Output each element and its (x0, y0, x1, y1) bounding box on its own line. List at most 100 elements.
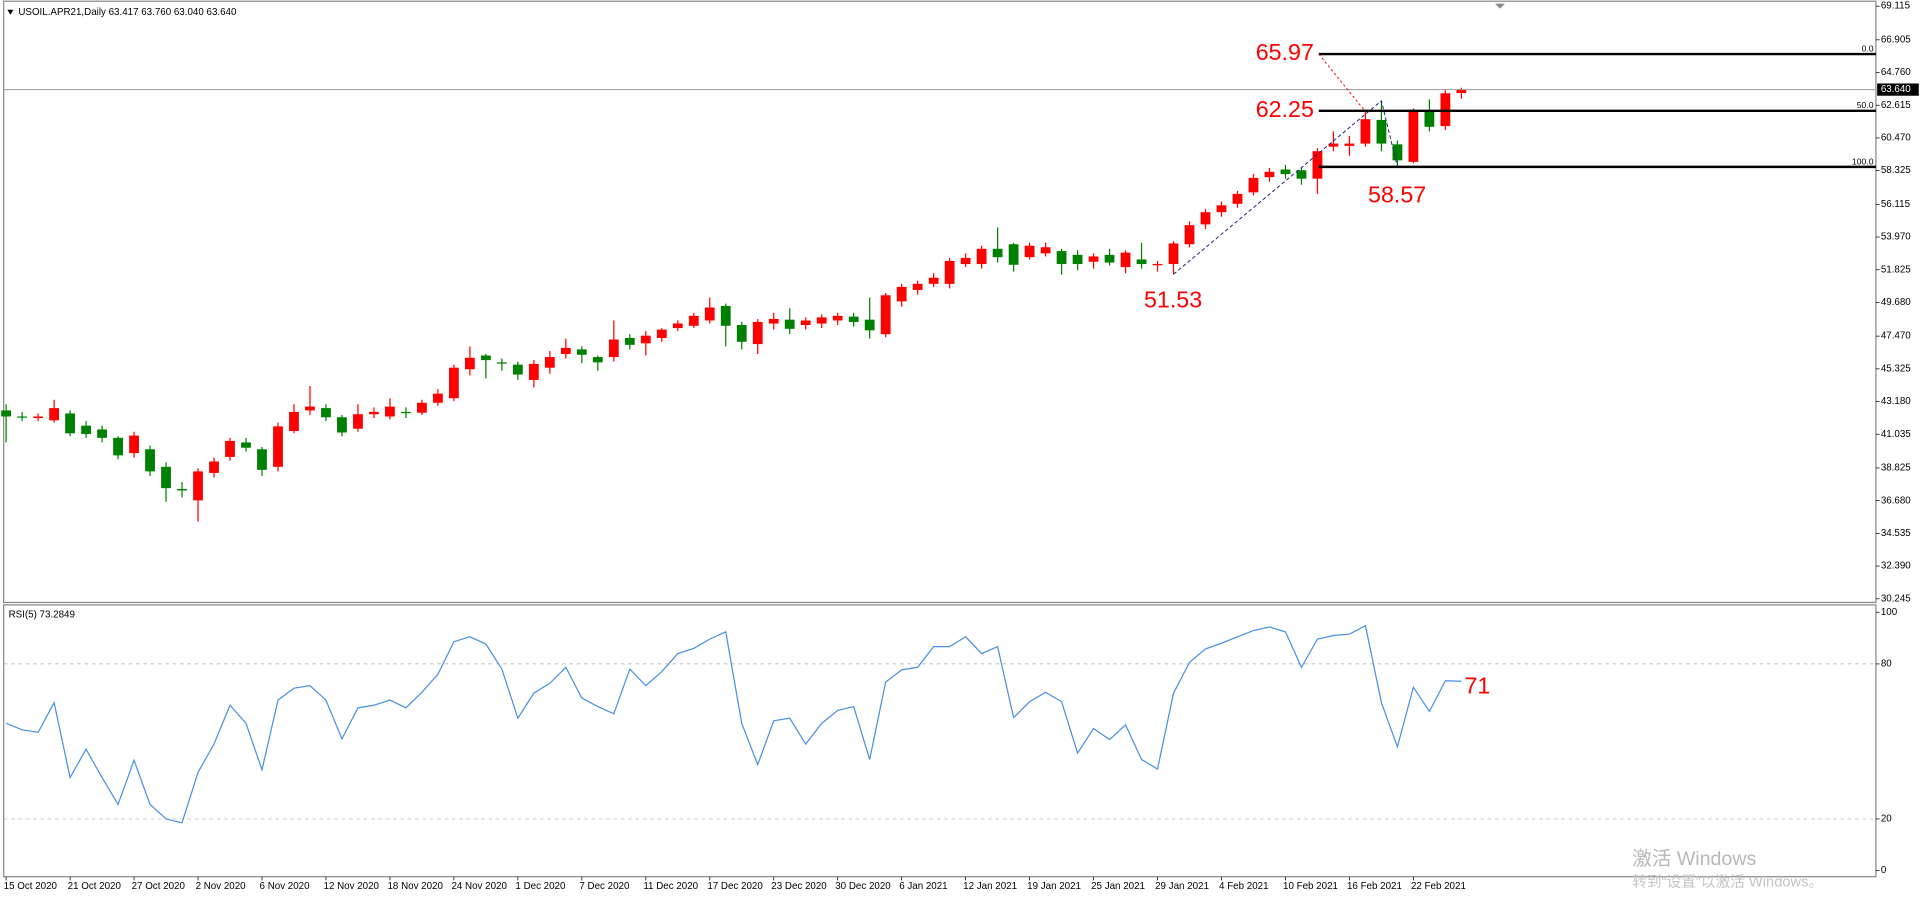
swing-line (1173, 100, 1398, 275)
x-tick-label: 6 Jan 2021 (899, 881, 947, 892)
price-panel (3, 0, 1877, 604)
x-tick-label: 27 Oct 2020 (132, 881, 186, 892)
candle-body (1008, 244, 1019, 265)
candle-body (145, 449, 155, 472)
candle-body (321, 408, 331, 418)
candle-body (289, 411, 299, 431)
x-tick-label: 19 Jan 2021 (1027, 881, 1081, 892)
y-tick-label: 36.680 (1881, 495, 1911, 506)
candle-body (576, 349, 587, 355)
candle-body (800, 320, 811, 326)
x-tick-label: 16 Feb 2021 (1347, 881, 1402, 892)
menu-arrow[interactable] (7, 9, 14, 15)
x-tick-label: 12 Jan 2021 (963, 881, 1017, 892)
candle-body (1136, 259, 1147, 265)
candle-body (81, 425, 91, 435)
candle-body (305, 406, 315, 411)
y-tick-label: 32.390 (1881, 561, 1911, 572)
price-annotation: 51.53 (1144, 286, 1202, 312)
candle-body (992, 248, 1003, 258)
y-tick-label: 60.470 (1881, 133, 1911, 144)
fib-price-label: 65.97 (1256, 39, 1314, 65)
chart-title: USOIL.APR21,Daily 63.417 63.760 63.040 6… (18, 7, 237, 18)
candle-body (960, 257, 971, 265)
candle-body (1072, 254, 1083, 265)
candle-body (752, 321, 763, 345)
rsi-panel (3, 604, 1877, 878)
candle-body (273, 426, 283, 467)
x-tick-label: 15 Oct 2020 (4, 881, 58, 892)
y-tick-label: 64.760 (1881, 67, 1911, 78)
candle-body (656, 329, 667, 338)
x-tick-label: 17 Dec 2020 (707, 881, 763, 892)
candle-body (848, 316, 859, 322)
y-tick-label: 30.245 (1881, 593, 1911, 604)
x-tick-label: 25 Jan 2021 (1091, 881, 1145, 892)
candle-body (1104, 254, 1115, 263)
scroll-marker (1495, 3, 1505, 9)
candle-body (1024, 245, 1035, 258)
candle-body (448, 367, 459, 399)
x-tick-label: 29 Jan 2021 (1155, 881, 1209, 892)
x-tick-label: 18 Nov 2020 (387, 881, 443, 892)
candle-body (1392, 144, 1403, 161)
candle-body (1344, 143, 1355, 146)
watermark-title: 激活 Windows (1632, 848, 1756, 870)
rsi-line (5, 624, 1462, 824)
y-tick-label: 51.825 (1881, 264, 1911, 275)
watermark-subtitle: 转到“设置”以激活 Windows。 (1632, 874, 1823, 891)
y-tick-label: 69.115 (1881, 1, 1911, 12)
x-tick-label: 30 Dec 2020 (835, 881, 891, 892)
candle-body (944, 260, 955, 284)
candle-body (193, 471, 203, 501)
candle-body (1056, 251, 1067, 265)
candle-body (896, 286, 907, 302)
candle-body (1296, 170, 1307, 179)
candle-body (401, 411, 411, 414)
y-tick-label: 49.680 (1881, 297, 1911, 308)
rsi-title: RSI(5) 73.2849 (9, 609, 75, 620)
y-tick-label: 45.325 (1881, 363, 1911, 374)
candle-body (1184, 225, 1195, 245)
candle-body (480, 355, 491, 361)
candle-body (464, 357, 475, 370)
candle-body (1264, 171, 1275, 178)
candle-body (1360, 119, 1371, 144)
candle-body (816, 317, 827, 324)
y-tick-label: 41.035 (1881, 429, 1911, 440)
candle-body (672, 323, 683, 329)
x-tick-label: 23 Dec 2020 (771, 881, 827, 892)
candle-body (624, 337, 635, 345)
x-tick-label: 4 Feb 2021 (1219, 881, 1269, 892)
last-price-box (1877, 83, 1919, 96)
candle-body (433, 393, 443, 403)
candle-body (241, 442, 251, 448)
candle-body (912, 283, 923, 290)
candle-body (1280, 169, 1291, 175)
candle-body (720, 305, 731, 326)
y-tick-label: 58.325 (1881, 165, 1911, 176)
last-price-label: 63.640 (1881, 84, 1911, 95)
y-tick-label: 43.180 (1881, 396, 1911, 407)
candle-body (417, 402, 427, 413)
candle-body (832, 315, 843, 321)
candle-body (1232, 193, 1243, 204)
candle-body (113, 437, 123, 456)
x-tick-label: 11 Dec 2020 (643, 881, 698, 892)
x-tick-label: 12 Nov 2020 (324, 881, 380, 892)
candle-body (209, 461, 219, 473)
candle-body (1248, 177, 1259, 193)
y-tick-label: 47.470 (1881, 331, 1911, 342)
candle-body (640, 335, 651, 344)
candle-body (33, 416, 44, 419)
fib-level-label: 50.0 (1857, 100, 1874, 110)
candle-body (976, 248, 987, 265)
rsi-annotation: 71 (1464, 672, 1490, 698)
candle-body (592, 357, 603, 363)
x-tick-label: 10 Feb 2021 (1283, 881, 1338, 892)
fib-price-label: 58.57 (1368, 181, 1426, 207)
x-tick-label: 24 Nov 2020 (451, 881, 507, 892)
candle-body (1152, 264, 1163, 266)
